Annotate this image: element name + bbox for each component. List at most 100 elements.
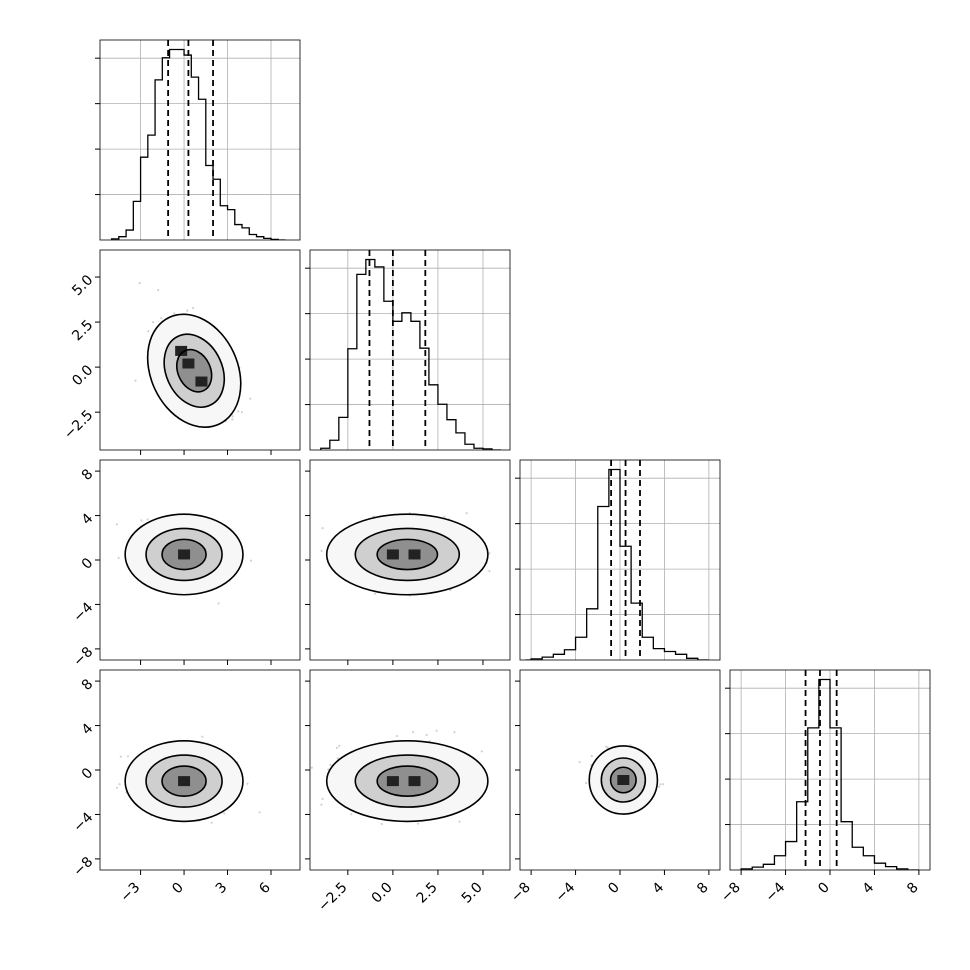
density-peak-bin [386, 776, 399, 787]
scatter-point [321, 527, 324, 530]
scatter-point [605, 745, 608, 748]
contour-line-2 [161, 765, 207, 797]
scatter-point [443, 515, 446, 518]
y-tick-label-1-0: −2.5 [61, 407, 96, 442]
scatter-point [152, 321, 155, 324]
scatter-point [201, 735, 204, 738]
scatter-point [480, 750, 483, 753]
scatter-point [335, 746, 338, 750]
scatter-point [147, 330, 150, 333]
y-tick-label-2-1: −4 [70, 599, 96, 625]
contour-line-1 [354, 754, 461, 808]
marginal-panel-2 [515, 459, 721, 661]
x-tick-label-1-0: −2.5 [315, 880, 350, 915]
scatter-point [321, 797, 324, 801]
joint-panel-3-0 [95, 669, 301, 875]
y-tick-label-3-4: 8 [79, 676, 97, 694]
x-tick-label-1-2: 2.5 [414, 880, 441, 907]
scatter-point [118, 783, 121, 786]
y-tick-label-1-1: 0.0 [69, 362, 96, 389]
x-tick-label-1-1: 0.0 [369, 880, 396, 907]
x-tick-label-0-1: 0 [169, 880, 187, 898]
density-peak-bin [175, 345, 188, 356]
panel-frame [99, 249, 301, 451]
density-peak-bin [408, 776, 421, 787]
contour-line-1 [600, 757, 647, 803]
density-peak-bin [617, 775, 630, 785]
y-tick-label-3-1: −4 [70, 809, 96, 835]
density-peak-bin [195, 376, 208, 387]
joint-panel-2-0 [95, 459, 301, 665]
scatter-point [338, 744, 341, 748]
density-level-3 [377, 539, 438, 570]
panel-frame [99, 39, 301, 241]
scatter-point [578, 761, 581, 764]
scatter-point [258, 811, 261, 814]
joint-panel-1-0 [95, 249, 301, 455]
joint-plot-area [115, 735, 261, 824]
density-peak-bin [178, 549, 191, 560]
y-tick-label-1-2: 2.5 [69, 317, 96, 344]
x-tick-label-2-3: 4 [650, 879, 668, 897]
scatter-point [310, 766, 313, 769]
histogram-step [525, 468, 709, 660]
scatter-point [435, 729, 438, 732]
marginal-panel-3 [725, 669, 931, 871]
scatter-point [416, 822, 420, 825]
density-peak-bin [182, 358, 195, 369]
histogram-step [740, 678, 919, 870]
scatter-point [126, 755, 130, 758]
marginal-panel-0 [95, 39, 301, 241]
contour-line-2 [609, 766, 637, 794]
scatter-point [425, 733, 428, 737]
scatter-point [659, 783, 662, 786]
scatter-point [488, 570, 491, 573]
x-tick-label-2-1: −4 [552, 879, 578, 905]
histogram-step [110, 48, 286, 240]
scatter-point [606, 746, 609, 749]
scatter-point [140, 519, 143, 522]
panel-frame [309, 249, 511, 451]
scatter-point [115, 786, 119, 789]
joint-plot-area [578, 744, 665, 815]
joint-plot-area [310, 729, 489, 826]
scatter-point [465, 512, 468, 515]
contour-line-0 [124, 513, 244, 596]
scatter-point [119, 755, 122, 758]
x-tick-label-2-0: −8 [508, 880, 534, 906]
density-peak-bin [386, 549, 399, 560]
contour-line-1 [145, 527, 223, 582]
scatter-point [412, 731, 415, 734]
scatter-point [160, 317, 163, 320]
scatter-point [350, 813, 353, 816]
y-tick-label-2-3: 4 [79, 511, 97, 529]
density-peak-bin [178, 776, 191, 787]
scatter-point [210, 821, 213, 824]
x-tick-label-0-2: 3 [213, 880, 231, 898]
scatter-point [320, 549, 323, 553]
contour-line-0 [325, 740, 489, 823]
y-tick-label-2-4: 8 [79, 466, 97, 484]
x-tick-label-3-4: 8 [904, 880, 922, 898]
joint-plot-area [134, 282, 252, 428]
y-tick-label-3-2: 0 [79, 765, 97, 783]
y-tick-label-3-3: 4 [79, 721, 97, 739]
contour-line-2 [376, 538, 439, 571]
joint-panel-2-1 [305, 459, 511, 665]
density-peak-bin [408, 549, 421, 560]
panel-frame [519, 459, 721, 661]
contour-line-2 [161, 538, 207, 571]
contour-line-0 [124, 740, 244, 823]
contour-line-0 [325, 513, 489, 596]
scatter-point [585, 781, 588, 785]
scatter-point [117, 556, 120, 560]
contour-line-2 [175, 348, 213, 393]
x-tick-label-1-3: 5.0 [459, 880, 486, 907]
scatter-point [380, 822, 383, 826]
joint-plot-area [115, 513, 253, 605]
scatter-point [115, 523, 118, 526]
x-tick-label-0-3: 6 [256, 879, 274, 897]
contour-line-1 [354, 527, 461, 582]
scatter-point [488, 552, 491, 555]
